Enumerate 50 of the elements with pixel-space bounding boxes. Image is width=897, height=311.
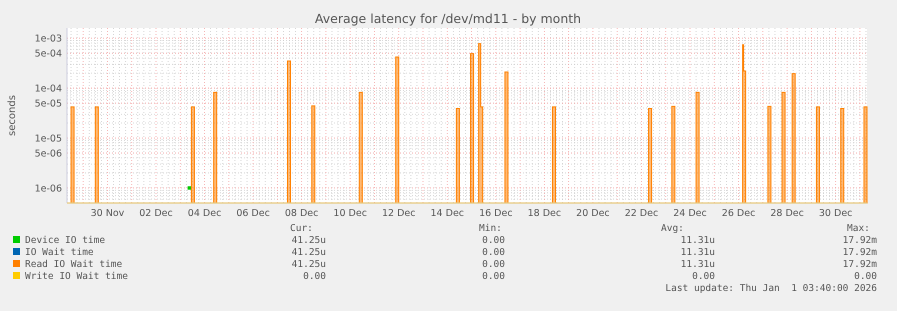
x-tick-label: 08 Dec	[284, 208, 318, 219]
x-tick-label: 28 Dec	[770, 208, 804, 219]
y-tick-label: 5e-04	[34, 48, 62, 60]
text: 0.00	[482, 259, 506, 270]
text: 0.00	[692, 271, 716, 282]
x-tick-label: 30 Dec	[818, 208, 852, 219]
text: 41.25u	[292, 235, 326, 246]
text: 0.00	[854, 271, 878, 282]
y-tick-label: 1e-05	[34, 134, 62, 145]
text: 11.31u	[680, 247, 715, 258]
y-tick-label: 5e-05	[34, 98, 62, 110]
x-tick-label: 12 Dec	[382, 208, 416, 219]
text: 11.31u	[680, 259, 715, 270]
text: 17.92m	[842, 247, 878, 258]
x-tick-label: 22 Dec	[624, 208, 658, 219]
text: Cur:	[290, 223, 313, 234]
x-tick-label: 26 Dec	[722, 208, 756, 219]
text: 0.00	[303, 271, 326, 282]
y-tick-label: 1e-03	[34, 34, 62, 45]
text: Max:	[847, 223, 870, 234]
y-axis-title: seconds	[7, 95, 18, 136]
x-tick-label: 18 Dec	[528, 208, 562, 219]
text: Avg:	[661, 223, 684, 234]
legend-label: Device IO time	[25, 235, 106, 246]
legend-label: Write IO Wait time	[25, 271, 128, 282]
x-tick-label: 06 Dec	[236, 208, 270, 219]
text: 0.00	[482, 271, 506, 282]
x-tick-label: 16 Dec	[479, 208, 513, 219]
x-tick-label: 30 Nov	[90, 208, 125, 219]
text: 11.31u	[680, 235, 715, 246]
text: 0.00	[482, 235, 506, 246]
text: 41.25u	[292, 259, 326, 270]
text: 41.25u	[292, 247, 326, 258]
x-tick-label: 10 Dec	[333, 208, 367, 219]
text: 17.92m	[842, 235, 878, 246]
x-tick-label: 14 Dec	[430, 208, 464, 219]
x-tick-label: 02 Dec	[139, 208, 173, 219]
legend-label: IO Wait time	[25, 247, 94, 258]
y-tick-label: 1e-06	[34, 183, 62, 194]
y-tick-label: 5e-06	[34, 148, 62, 160]
legend-label: Read IO Wait time	[25, 259, 123, 270]
x-tick-label: 20 Dec	[576, 208, 610, 219]
chart-title: Average latency for /dev/md11 - by month	[314, 11, 582, 26]
x-tick-label: 04 Dec	[188, 208, 222, 219]
x-tick-label: 24 Dec	[673, 208, 707, 219]
text: Min:	[479, 223, 502, 234]
text: Last update: Thu Jan 1 03:40:00 2026	[665, 283, 878, 294]
text: 0.00	[482, 247, 506, 258]
y-tick-label: 1e-04	[34, 84, 62, 95]
text: 17.92m	[842, 259, 878, 270]
